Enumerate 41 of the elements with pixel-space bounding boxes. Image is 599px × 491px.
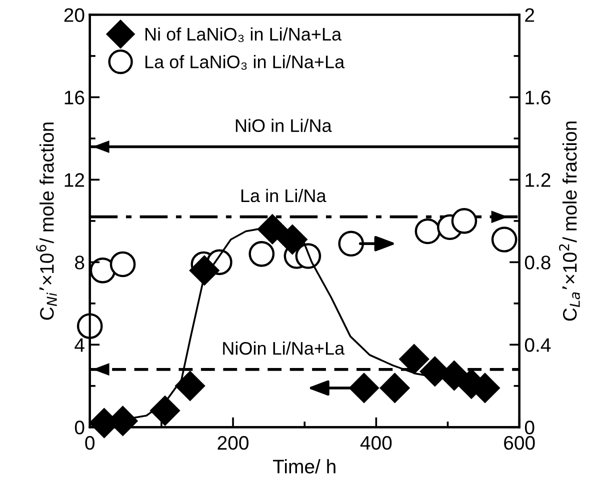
x-tick-label: 0 bbox=[85, 436, 94, 450]
y-tick-label: 4 bbox=[74, 338, 84, 352]
x-tick-label: 400 bbox=[360, 436, 392, 450]
x-tick-label: 600 bbox=[504, 436, 535, 450]
point bbox=[338, 230, 364, 257]
point bbox=[278, 224, 308, 254]
point bbox=[491, 226, 518, 252]
point bbox=[190, 256, 220, 286]
point bbox=[414, 218, 441, 244]
y-axis-title: C$_{Ni}$’×10$^{6}$/ mole fraction bbox=[36, 122, 57, 320]
y-tick-label: 20 bbox=[64, 8, 84, 22]
y2-tick-label: 0.4 bbox=[524, 338, 551, 352]
y-tick-label: 0 bbox=[74, 420, 84, 434]
point bbox=[380, 373, 410, 403]
y2-tick-label: 2 bbox=[525, 8, 534, 22]
point bbox=[175, 371, 205, 401]
ref-line-label: La in Li/Na bbox=[241, 188, 326, 202]
point bbox=[349, 373, 379, 403]
point bbox=[76, 313, 103, 340]
ref-line-label: NiOin Li/Na+La bbox=[223, 341, 345, 355]
point bbox=[248, 241, 275, 267]
point bbox=[90, 258, 116, 284]
point bbox=[399, 344, 429, 374]
point bbox=[451, 208, 478, 234]
x-axis-title: Time/ h bbox=[272, 459, 336, 474]
y2-tick-label: 0 bbox=[524, 420, 534, 434]
legend-label: La of LaNiO₃ in Li/Na+La bbox=[146, 55, 345, 70]
y2-tick-label: 1.2 bbox=[526, 173, 550, 187]
ref-line-label: NiO in Li/Na bbox=[236, 118, 332, 132]
x-tick-label: 200 bbox=[218, 436, 248, 450]
point bbox=[258, 214, 288, 244]
y-tick-label: 12 bbox=[64, 173, 84, 187]
y-tick-label: 8 bbox=[75, 256, 84, 270]
legend-label: Ni of LaNiO₃ in Li/Na+La bbox=[146, 27, 342, 42]
y2-tick-label: 0.8 bbox=[524, 256, 550, 270]
y2-axis-title: C$_{La}$’×10$^{2}$/ mole fraction bbox=[559, 122, 580, 321]
point bbox=[295, 243, 322, 269]
y2-tick-label: 1.6 bbox=[526, 90, 550, 104]
y-tick-label: 16 bbox=[64, 90, 84, 104]
point bbox=[150, 396, 180, 426]
point bbox=[110, 251, 136, 278]
